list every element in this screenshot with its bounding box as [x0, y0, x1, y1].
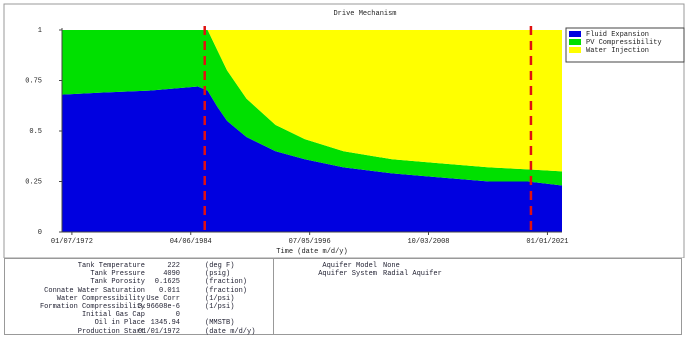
parameter-unit: (1/psi)	[205, 302, 235, 311]
parameter-value: 1345.94	[150, 319, 180, 328]
y-tick-label: 0.25	[25, 178, 42, 186]
parameter-value: 01/01/1972	[137, 327, 180, 336]
y-tick-label: 1	[38, 27, 42, 35]
parameter-label: Oil in Place	[94, 319, 145, 328]
parameter-unit: (deg F)	[205, 262, 235, 270]
parameter-value: Use Corr	[146, 294, 180, 303]
parameter-panel: Tank Temperature 222 (deg F) Tank Pressure 4…	[4, 258, 682, 336]
parameter-value: 0	[175, 311, 180, 320]
y-tick-label: 0.75	[25, 77, 42, 85]
parameter-column: Tank Temperature 222 (deg F) Tank Pressure 4…	[5, 262, 270, 336]
parameter-value: 3.96608e-6	[137, 302, 180, 311]
parameter-unit: (date m/d/y)	[205, 327, 256, 336]
legend-swatch	[569, 39, 581, 45]
x-tick-label: 01/07/1972	[51, 238, 93, 246]
x-tick-label: 10/03/2008	[407, 238, 449, 246]
aquifer-label: Aquifer Model	[322, 262, 377, 270]
y-tick-label: 0.5	[29, 128, 42, 136]
x-tick-label: 04/06/1984	[170, 238, 212, 246]
parameter-row: Tank Temperature 222 (deg F)	[5, 262, 270, 270]
aquifer-row: Aquifer System Radial Aquifer	[275, 270, 575, 278]
parameter-label: Production Start	[77, 327, 145, 336]
x-axis-label: Time (date m/d/y)	[276, 248, 347, 256]
aquifer-value: Radial Aquifer	[383, 270, 442, 279]
parameter-value: 0.1625	[154, 278, 180, 287]
legend-swatch	[569, 47, 581, 53]
parameter-value: 4090	[163, 270, 180, 279]
parameter-value: 222	[167, 262, 180, 270]
aquifer-value: None	[383, 262, 400, 270]
area-band	[62, 30, 562, 172]
parameter-row: Formation Compressibility 3.96608e-6 (1/ps…	[5, 303, 270, 311]
parameter-label: Tank Pressure	[90, 270, 145, 279]
parameter-label: Initial Gas Cap	[81, 311, 145, 320]
aquifer-row: Aquifer Model None	[275, 262, 575, 270]
divider	[273, 259, 274, 334]
legend-label: PV Compressibility	[586, 39, 662, 47]
legend-label: Fluid Expansion	[586, 31, 649, 39]
legend-box	[565, 27, 685, 63]
parameter-label: Tank Porosity	[90, 278, 145, 287]
x-tick-label: 07/05/1996	[289, 238, 331, 246]
parameter-unit: (fraction)	[205, 278, 248, 287]
x-tick-label: 01/01/2021	[526, 238, 568, 246]
area-band	[62, 30, 562, 186]
chart-title: Drive Mechanism	[333, 10, 396, 18]
parameter-row: Water Compressibility Use Corr (1/psi)	[5, 295, 270, 303]
legend-label: Water Injection	[586, 47, 649, 55]
parameter-row: Production Start 01/01/1972 (date m/d/y)	[5, 328, 270, 336]
parameter-label: Water Compressibility	[56, 294, 145, 303]
parameter-row: Oil in Place 1345.94 (MMSTB)	[5, 319, 270, 327]
area-band	[62, 86, 562, 232]
parameter-unit: (fraction)	[205, 286, 248, 295]
parameter-row: Initial Gas Cap 0	[5, 311, 270, 319]
parameter-row: Tank Pressure 4090 (psig)	[5, 270, 270, 278]
parameter-label: Tank Temperature	[77, 262, 145, 270]
parameter-unit: (1/psi)	[205, 294, 235, 303]
parameter-row: Connate Water Saturation 0.011 (fraction)	[5, 287, 270, 295]
parameter-unit: (MMSTB)	[205, 319, 235, 328]
parameter-label: Connate Water Saturation	[44, 286, 145, 295]
legend-swatch	[569, 31, 581, 37]
chart: Drive Mechanism Time (date m/d/y) 0 0.25 0…	[3, 3, 685, 259]
y-tick-label: 0	[38, 229, 42, 237]
parameter-label: Formation Compressibility	[39, 302, 145, 311]
aquifer-column: Aquifer Model None Aquifer System Radial Aq…	[275, 262, 575, 278]
parameter-value: 0.011	[158, 286, 180, 295]
parameter-unit: (psig)	[205, 270, 231, 279]
parameter-row: Tank Porosity 0.1625 (fraction)	[5, 278, 270, 286]
aquifer-label: Aquifer System	[318, 270, 377, 279]
